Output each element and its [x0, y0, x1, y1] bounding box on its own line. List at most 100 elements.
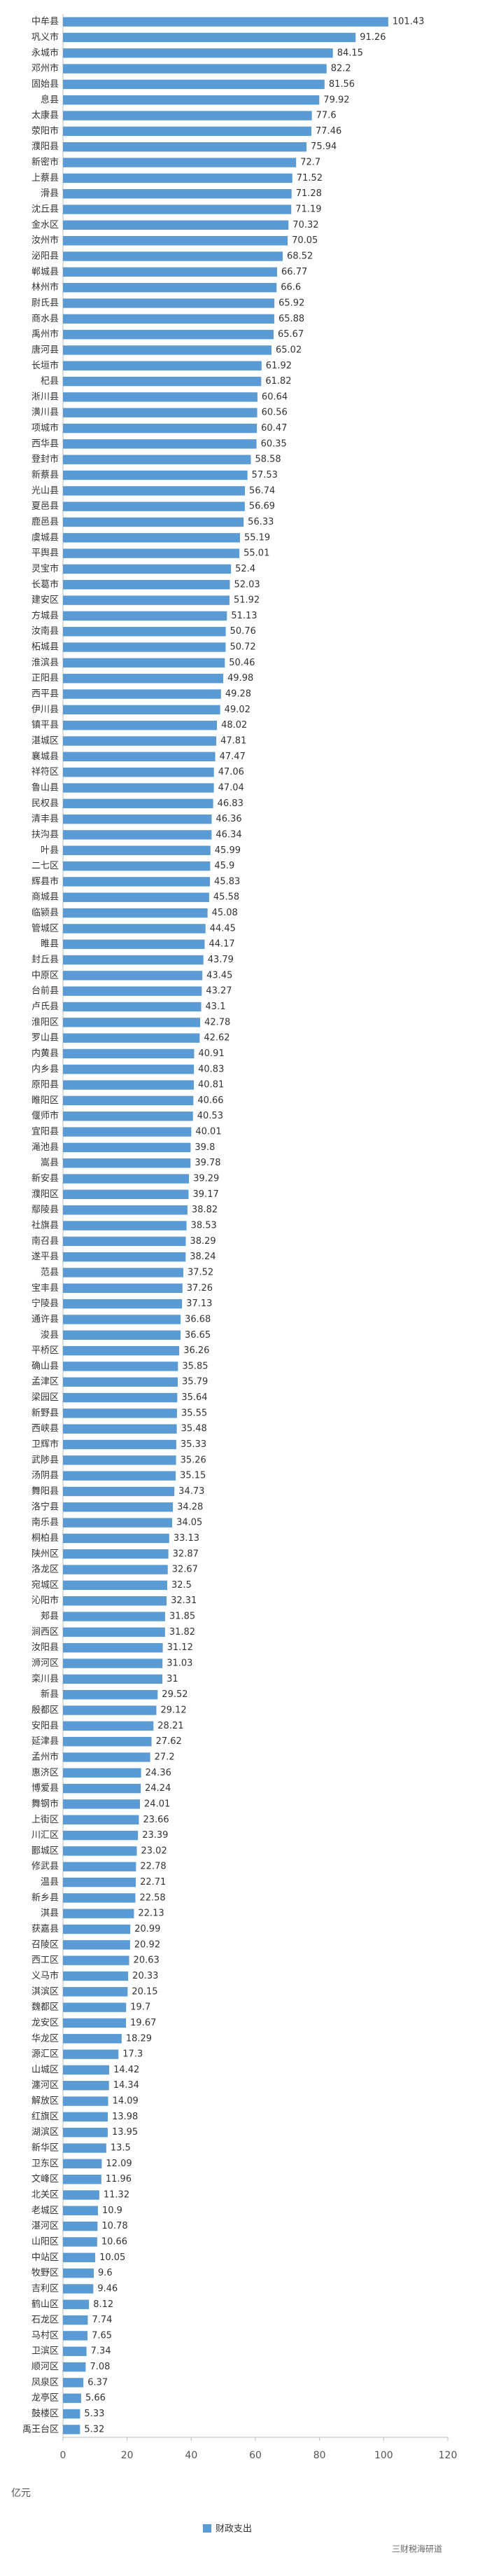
y-tick-label: 湛河区: [31, 2221, 59, 2231]
value-label: 35.64: [181, 1392, 207, 1403]
y-tick-label: 封丘县: [31, 955, 59, 965]
value-label: 22.78: [140, 1862, 166, 1872]
bar: [63, 1299, 183, 1309]
bar: [63, 376, 262, 387]
y-tick-label: 陕州区: [31, 1549, 59, 1559]
value-label: 10.9: [102, 2205, 122, 2216]
bar: [63, 1721, 154, 1731]
y-tick-label: 管城区: [31, 923, 59, 934]
y-tick-label: 鹿邑县: [31, 516, 59, 527]
bar: [63, 1612, 165, 1621]
legend-swatch: [203, 2524, 211, 2533]
value-label: 61.92: [266, 361, 292, 371]
bar: [63, 1392, 178, 1403]
value-label: 42.78: [204, 1017, 230, 1027]
y-tick-label: 源汇区: [31, 2049, 59, 2060]
value-label: 51.13: [231, 611, 257, 621]
y-tick-label: 巩义市: [31, 32, 59, 43]
value-label: 31.03: [167, 1659, 192, 1669]
bar: [63, 611, 227, 621]
value-label: 55.01: [244, 548, 269, 559]
value-label: 60.47: [261, 423, 287, 434]
bar: [63, 674, 224, 684]
bar: [63, 345, 272, 355]
value-label: 23.02: [141, 1846, 167, 1856]
bar: [63, 627, 226, 637]
value-label: 57.53: [252, 470, 278, 480]
bar: [63, 1221, 187, 1231]
bar: [63, 2299, 90, 2309]
y-tick-label: 汤阴县: [31, 1471, 59, 1481]
y-tick-label: 南乐县: [31, 1517, 59, 1528]
value-label: 20.99: [134, 1924, 160, 1934]
bar: [63, 1893, 136, 1903]
y-tick-label: 二七区: [31, 861, 59, 871]
bar: [63, 1940, 130, 1950]
y-tick-label: 北关区: [31, 2190, 59, 2201]
value-label: 91.26: [360, 32, 386, 43]
y-tick-label: 渑池县: [31, 1142, 59, 1153]
y-tick-label: 马村区: [31, 2330, 59, 2341]
bar: [63, 2034, 122, 2044]
y-tick-label: 湛城区: [31, 736, 59, 747]
value-label: 71.19: [295, 205, 321, 215]
value-label: 68.52: [287, 251, 313, 262]
y-tick-label: 桐柏县: [31, 1533, 59, 1544]
y-tick-label: 魏都区: [31, 2002, 59, 2013]
value-label: 10.66: [101, 2236, 127, 2247]
bar: [63, 2409, 80, 2419]
y-tick-label: 西峡县: [31, 1424, 59, 1434]
y-tick-label: 舞钢市: [31, 1798, 59, 1809]
bar: [63, 2159, 102, 2169]
y-tick-label: 山城区: [31, 2065, 59, 2075]
value-label: 39.78: [195, 1158, 220, 1168]
value-label: 19.7: [130, 2002, 150, 2013]
y-tick-label: 虞城县: [31, 532, 59, 543]
value-label: 45.99: [215, 845, 241, 856]
value-label: 43.27: [206, 986, 232, 997]
bar: [63, 1518, 173, 1528]
y-tick-label: 平舆县: [31, 548, 59, 559]
value-label: 7.65: [92, 2330, 112, 2341]
value-label: 32.67: [172, 1565, 198, 1575]
bar: [63, 1455, 176, 1465]
y-tick-label: 博爱县: [31, 1783, 59, 1794]
bar: [63, 2284, 94, 2294]
bar: [63, 1205, 188, 1215]
y-tick-label: 鼓楼区: [31, 2409, 59, 2419]
bar: [63, 267, 278, 277]
bar: [63, 861, 211, 871]
value-label: 7.74: [92, 2315, 112, 2325]
value-label: 75.94: [311, 141, 337, 152]
value-label: 37.13: [186, 1299, 212, 1309]
value-label: 24.36: [146, 1768, 171, 1778]
bar: [63, 1283, 183, 1293]
value-label: 20.92: [134, 1939, 160, 1950]
bar: [63, 329, 274, 340]
y-tick-label: 灵宝市: [31, 563, 59, 574]
value-label: 56.33: [248, 517, 274, 527]
y-tick-label: 柘城县: [31, 642, 59, 653]
bar: [63, 939, 205, 949]
value-label: 55.19: [244, 532, 270, 543]
y-tick-label: 西工区: [31, 1955, 59, 1966]
y-tick-label: 宛城区: [31, 1580, 59, 1591]
x-tick-label: 80: [313, 2450, 326, 2461]
bar: [63, 2018, 127, 2028]
y-tick-label: 川汇区: [31, 1830, 59, 1841]
value-label: 72.7: [300, 158, 320, 168]
y-tick-label: 湖滨区: [31, 2126, 59, 2138]
bar: [63, 517, 244, 527]
value-label: 33.13: [174, 1533, 199, 1544]
bar: [63, 986, 202, 996]
bar: [63, 1439, 176, 1450]
bar: [63, 314, 274, 324]
value-label: 34.05: [176, 1518, 202, 1528]
bar: [63, 235, 288, 246]
value-label: 60.64: [262, 392, 288, 402]
y-tick-label: 郾城区: [31, 1846, 59, 1856]
value-label: 34.73: [178, 1486, 204, 1497]
value-label: 36.26: [183, 1345, 209, 1356]
y-tick-label: 修武县: [31, 1862, 59, 1872]
bar: [63, 1643, 163, 1653]
